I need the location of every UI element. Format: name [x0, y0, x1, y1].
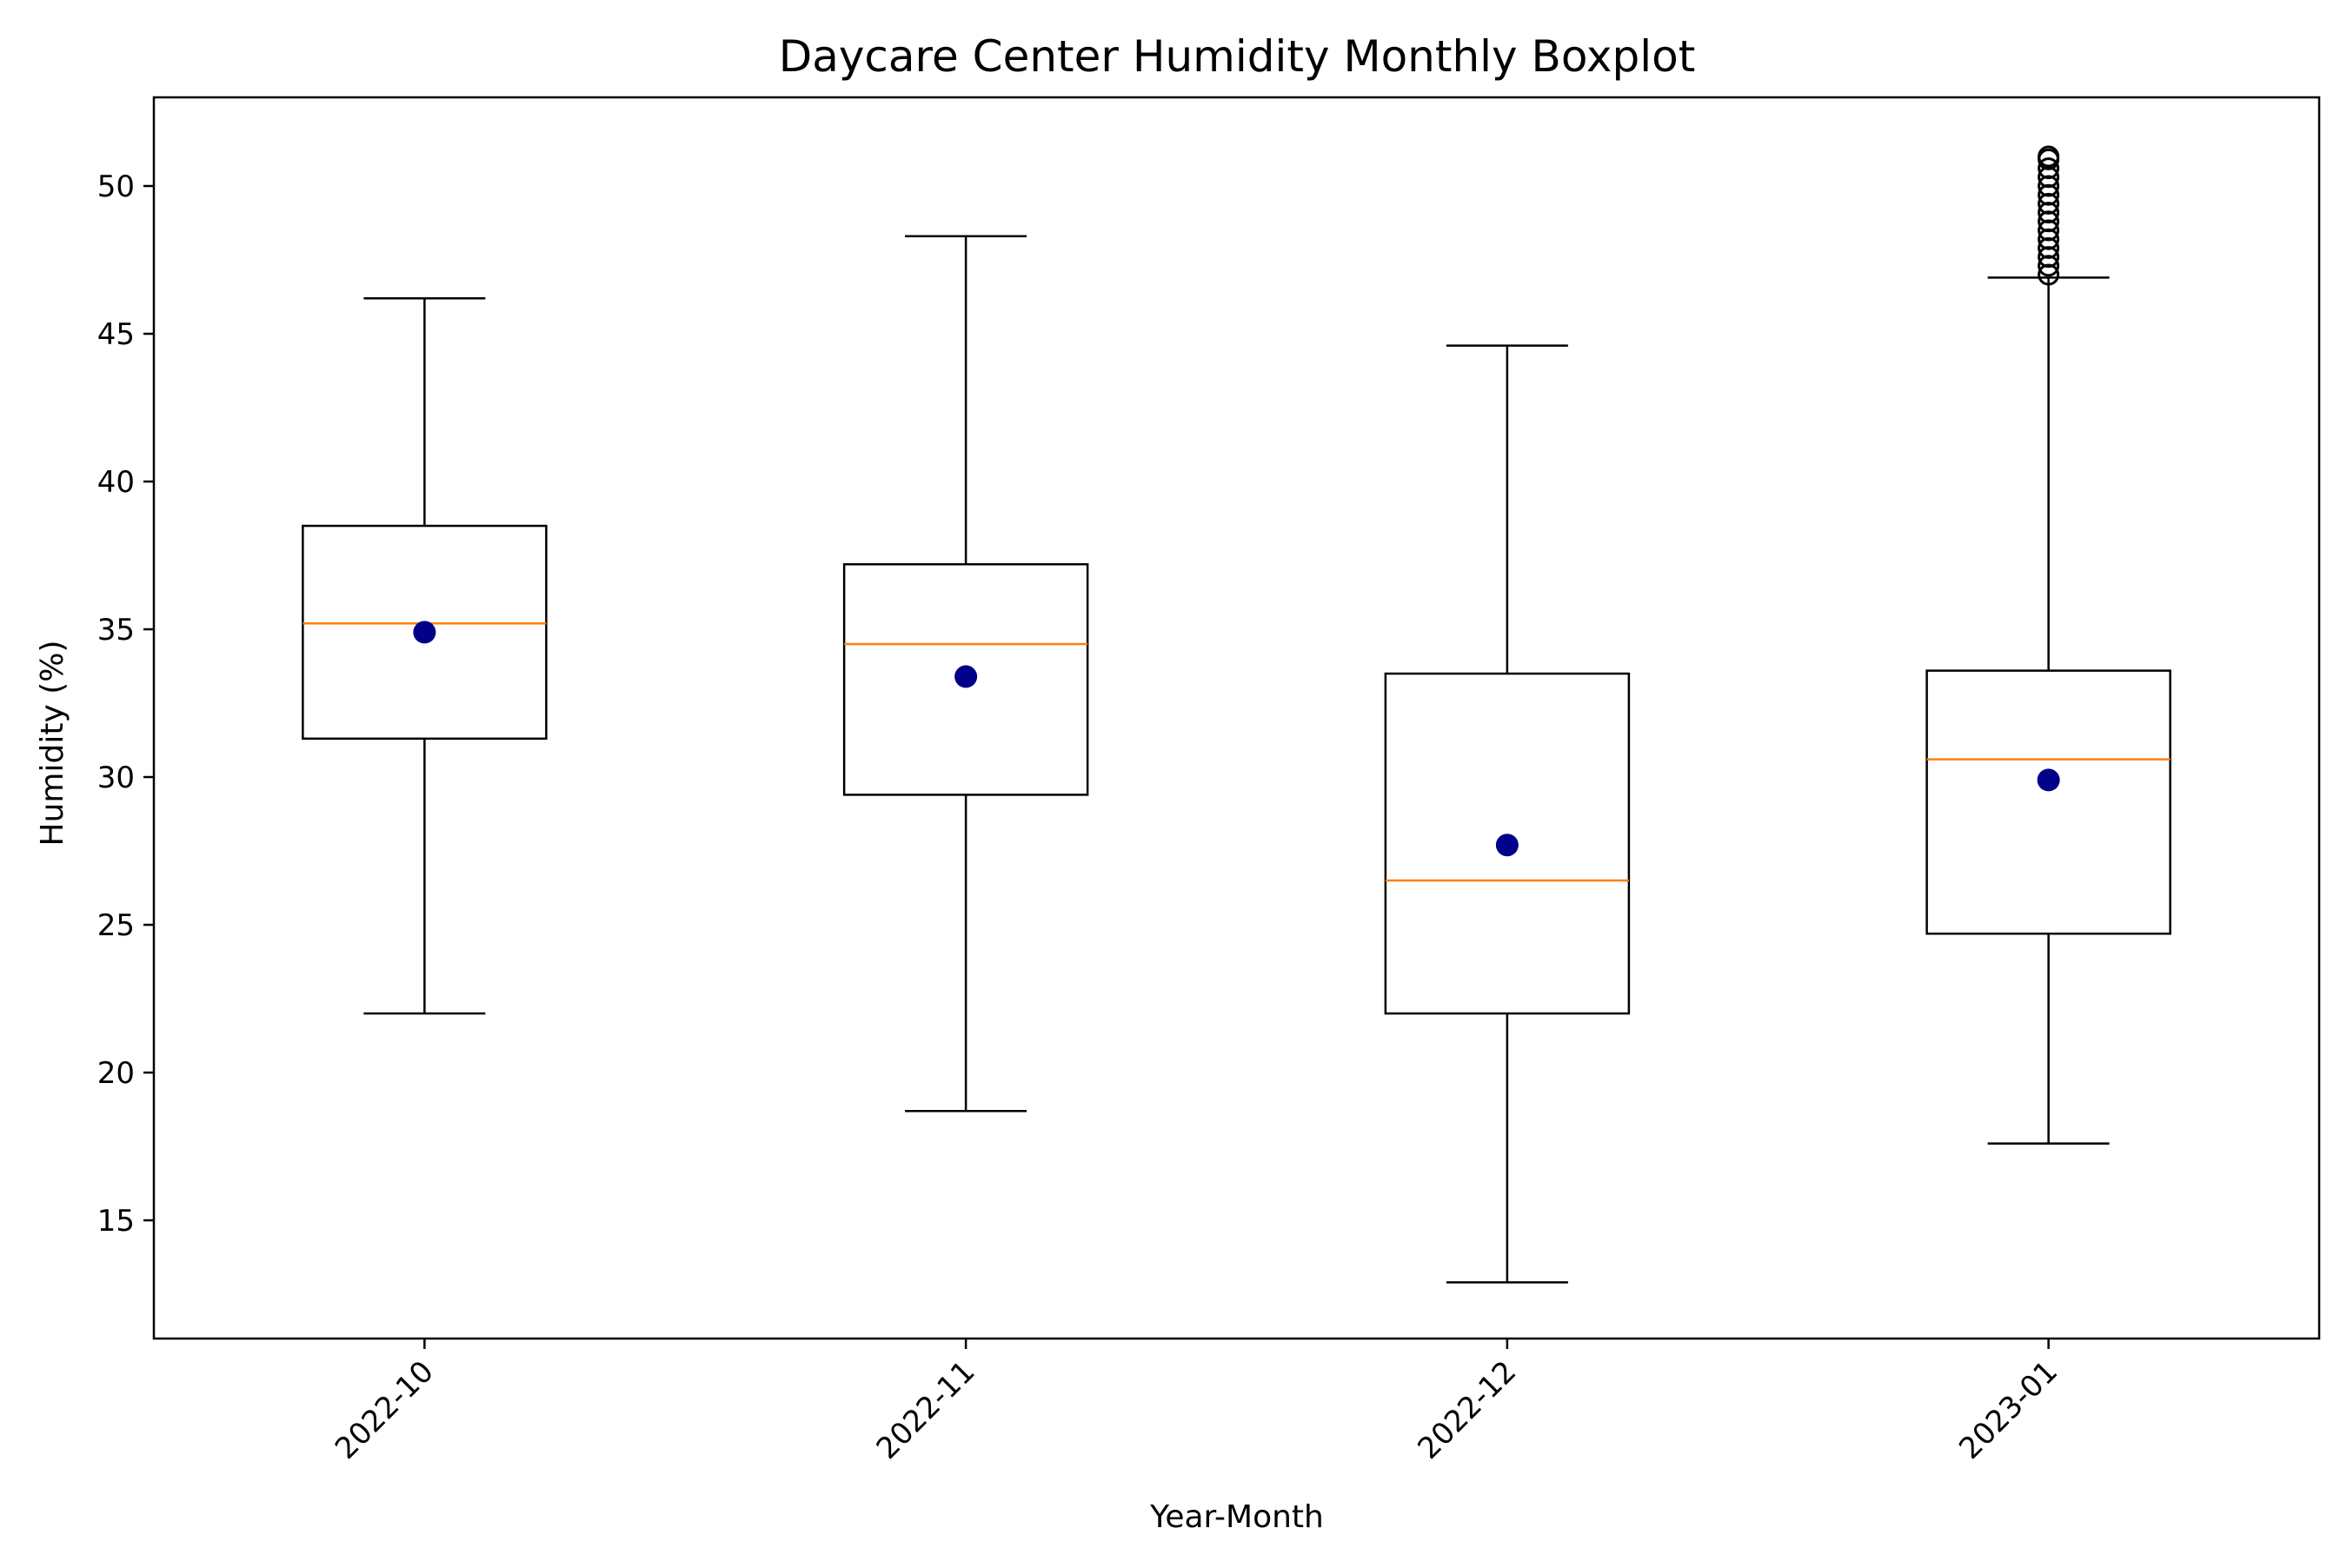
outlier-point: [2038, 246, 2060, 269]
outlier-point: [2038, 183, 2060, 206]
box-iqr: [1925, 669, 2171, 935]
box-iqr: [302, 524, 548, 741]
outlier-point: [2038, 263, 2060, 286]
outlier-point: [2038, 236, 2060, 259]
outlier-point: [2038, 210, 2060, 233]
outlier-point: [2038, 255, 2060, 277]
box-iqr: [1384, 672, 1631, 1015]
outlier-point: [2038, 175, 2060, 197]
outlier-point: [2038, 219, 2060, 242]
outlier-point: [2038, 228, 2060, 250]
y-tick-label: 40: [97, 465, 135, 500]
box-iqr: [842, 562, 1089, 796]
plot-area: 15 20 25 30 35 40 45 50 2022-10 2022-11 2022-12 202…: [97, 96, 2321, 1466]
mean-marker: [413, 621, 436, 644]
mean-marker: [954, 665, 978, 688]
y-tick-label: 20: [97, 1056, 135, 1091]
mean-marker: [2037, 768, 2060, 792]
y-axis-label: Humidity (%): [35, 641, 70, 847]
mean-marker: [1495, 834, 1519, 857]
y-tick-label: 45: [97, 317, 135, 352]
y-tick-label: 35: [97, 613, 135, 648]
chart-title: Daycare Center Humidity Monthly Boxplot: [779, 31, 1696, 82]
outlier-point: [2038, 157, 2060, 180]
y-tick-label: 15: [97, 1204, 135, 1239]
x-axis-label: Year-Month: [1149, 1499, 1324, 1535]
y-tick-label: 30: [97, 761, 135, 795]
x-tick-label: 2022-10: [329, 1354, 441, 1466]
outlier-point: [2038, 166, 2060, 189]
outlier-point: [2038, 145, 2060, 168]
y-tick-label: 50: [97, 169, 135, 204]
y-tick-label: 25: [97, 908, 135, 943]
x-tick-label: 2022-11: [870, 1354, 982, 1466]
outlier-point: [2038, 202, 2060, 224]
outlier-point: [2038, 192, 2060, 215]
x-tick-label: 2022-12: [1412, 1354, 1524, 1466]
plot-frame: [152, 96, 2321, 1340]
x-tick-label: 2023-01: [1952, 1354, 2064, 1466]
